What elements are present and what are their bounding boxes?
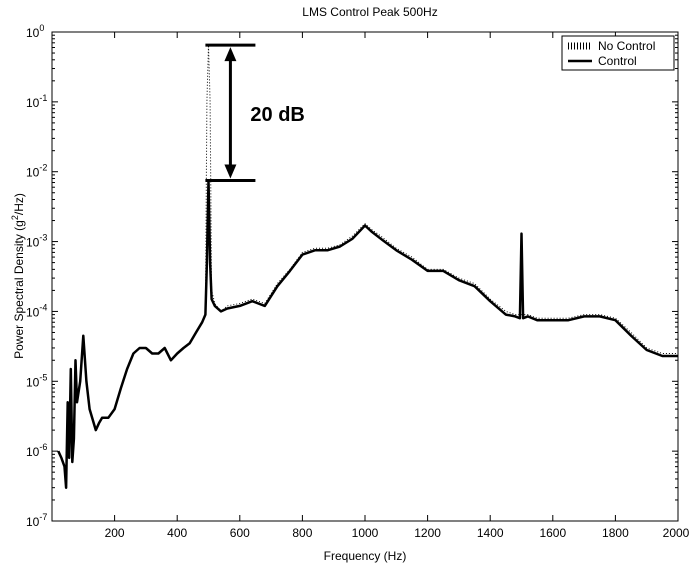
y-tick-label: 10-7 — [26, 512, 47, 529]
chart-title: LMS Control Peak 500Hz — [302, 5, 437, 19]
x-tick-label: 1000 — [352, 526, 379, 540]
annotation-arrowhead-up — [224, 47, 237, 62]
y-axis-ticks: 100 10-1 10-2 10-3 10-4 10-5 10-6 10-7 — [26, 23, 678, 529]
x-tick-label: 1400 — [477, 526, 504, 540]
series-layer — [57, 44, 678, 489]
y-tick-label: 10-5 — [26, 372, 47, 389]
y-tick-label: 10-1 — [26, 93, 47, 110]
annotation-layer: 20 dB — [205, 43, 305, 182]
y-tick-label: 10-2 — [26, 163, 47, 180]
y-axis-label: Power Spectral Density (g2/Hz) — [10, 193, 26, 359]
x-tick-label: 800 — [292, 526, 312, 540]
annotation-arrowhead-down — [224, 164, 237, 179]
x-axis-label: Frequency (Hz) — [324, 549, 407, 563]
annotation-label: 20 dB — [250, 104, 304, 126]
x-tick-label: 1600 — [539, 526, 566, 540]
y-tick-label: 100 — [26, 23, 44, 40]
y-tick-label: 10-4 — [26, 302, 47, 319]
plot-area — [51, 31, 679, 522]
x-tick-label: 600 — [230, 526, 250, 540]
legend-box — [561, 35, 675, 71]
x-tick-label: 200 — [105, 526, 125, 540]
legend-label: No Control — [598, 39, 655, 53]
y-tick-label: 10-3 — [26, 233, 47, 250]
x-tick-label: 1200 — [414, 526, 441, 540]
y-tick-label: 10-6 — [26, 442, 47, 459]
x-tick-label: 2000 — [663, 526, 690, 540]
x-axis-ticks: 200 400 600 800 1000 1200 1400 1600 1800 2000 — [105, 32, 690, 540]
legend-label: Control — [598, 54, 637, 68]
x-tick-label: 400 — [167, 526, 187, 540]
series-control — [57, 179, 678, 489]
x-tick-label: 1800 — [602, 526, 629, 540]
